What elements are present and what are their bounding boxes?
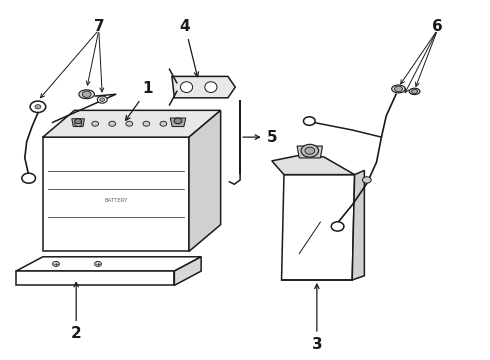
Circle shape (92, 121, 98, 126)
Circle shape (331, 222, 344, 231)
Text: BATTERY: BATTERY (104, 198, 127, 203)
Polygon shape (172, 76, 235, 98)
Polygon shape (16, 257, 201, 271)
Ellipse shape (409, 88, 420, 95)
Polygon shape (72, 119, 84, 127)
Polygon shape (174, 257, 201, 285)
Ellipse shape (180, 82, 193, 93)
Polygon shape (282, 175, 355, 280)
Polygon shape (189, 111, 220, 251)
Circle shape (100, 98, 105, 102)
Text: 3: 3 (312, 284, 322, 352)
Circle shape (35, 105, 41, 109)
Ellipse shape (79, 90, 95, 99)
Circle shape (126, 121, 133, 126)
Text: 1: 1 (125, 81, 153, 120)
Circle shape (98, 96, 107, 103)
Circle shape (174, 118, 182, 124)
Circle shape (109, 121, 116, 126)
Polygon shape (43, 137, 189, 251)
Circle shape (363, 177, 371, 183)
Ellipse shape (392, 85, 405, 93)
Text: 4: 4 (180, 19, 198, 77)
Ellipse shape (205, 82, 217, 93)
Circle shape (143, 121, 150, 126)
Text: 2: 2 (71, 282, 81, 341)
Polygon shape (352, 170, 365, 280)
Circle shape (412, 89, 417, 94)
Circle shape (74, 121, 81, 126)
Circle shape (160, 121, 167, 126)
Circle shape (305, 147, 315, 154)
Text: 6: 6 (432, 19, 443, 34)
Circle shape (303, 117, 315, 125)
Polygon shape (43, 111, 220, 137)
Circle shape (301, 144, 318, 157)
Circle shape (30, 101, 46, 112)
Circle shape (394, 86, 402, 92)
Polygon shape (297, 146, 322, 158)
Circle shape (52, 261, 59, 266)
Polygon shape (16, 271, 174, 285)
Polygon shape (272, 155, 355, 175)
Circle shape (74, 119, 81, 124)
Circle shape (82, 91, 91, 98)
Polygon shape (170, 118, 186, 127)
Text: 7: 7 (94, 19, 104, 34)
Circle shape (95, 261, 101, 266)
Circle shape (22, 173, 35, 183)
Text: 5: 5 (243, 130, 277, 145)
